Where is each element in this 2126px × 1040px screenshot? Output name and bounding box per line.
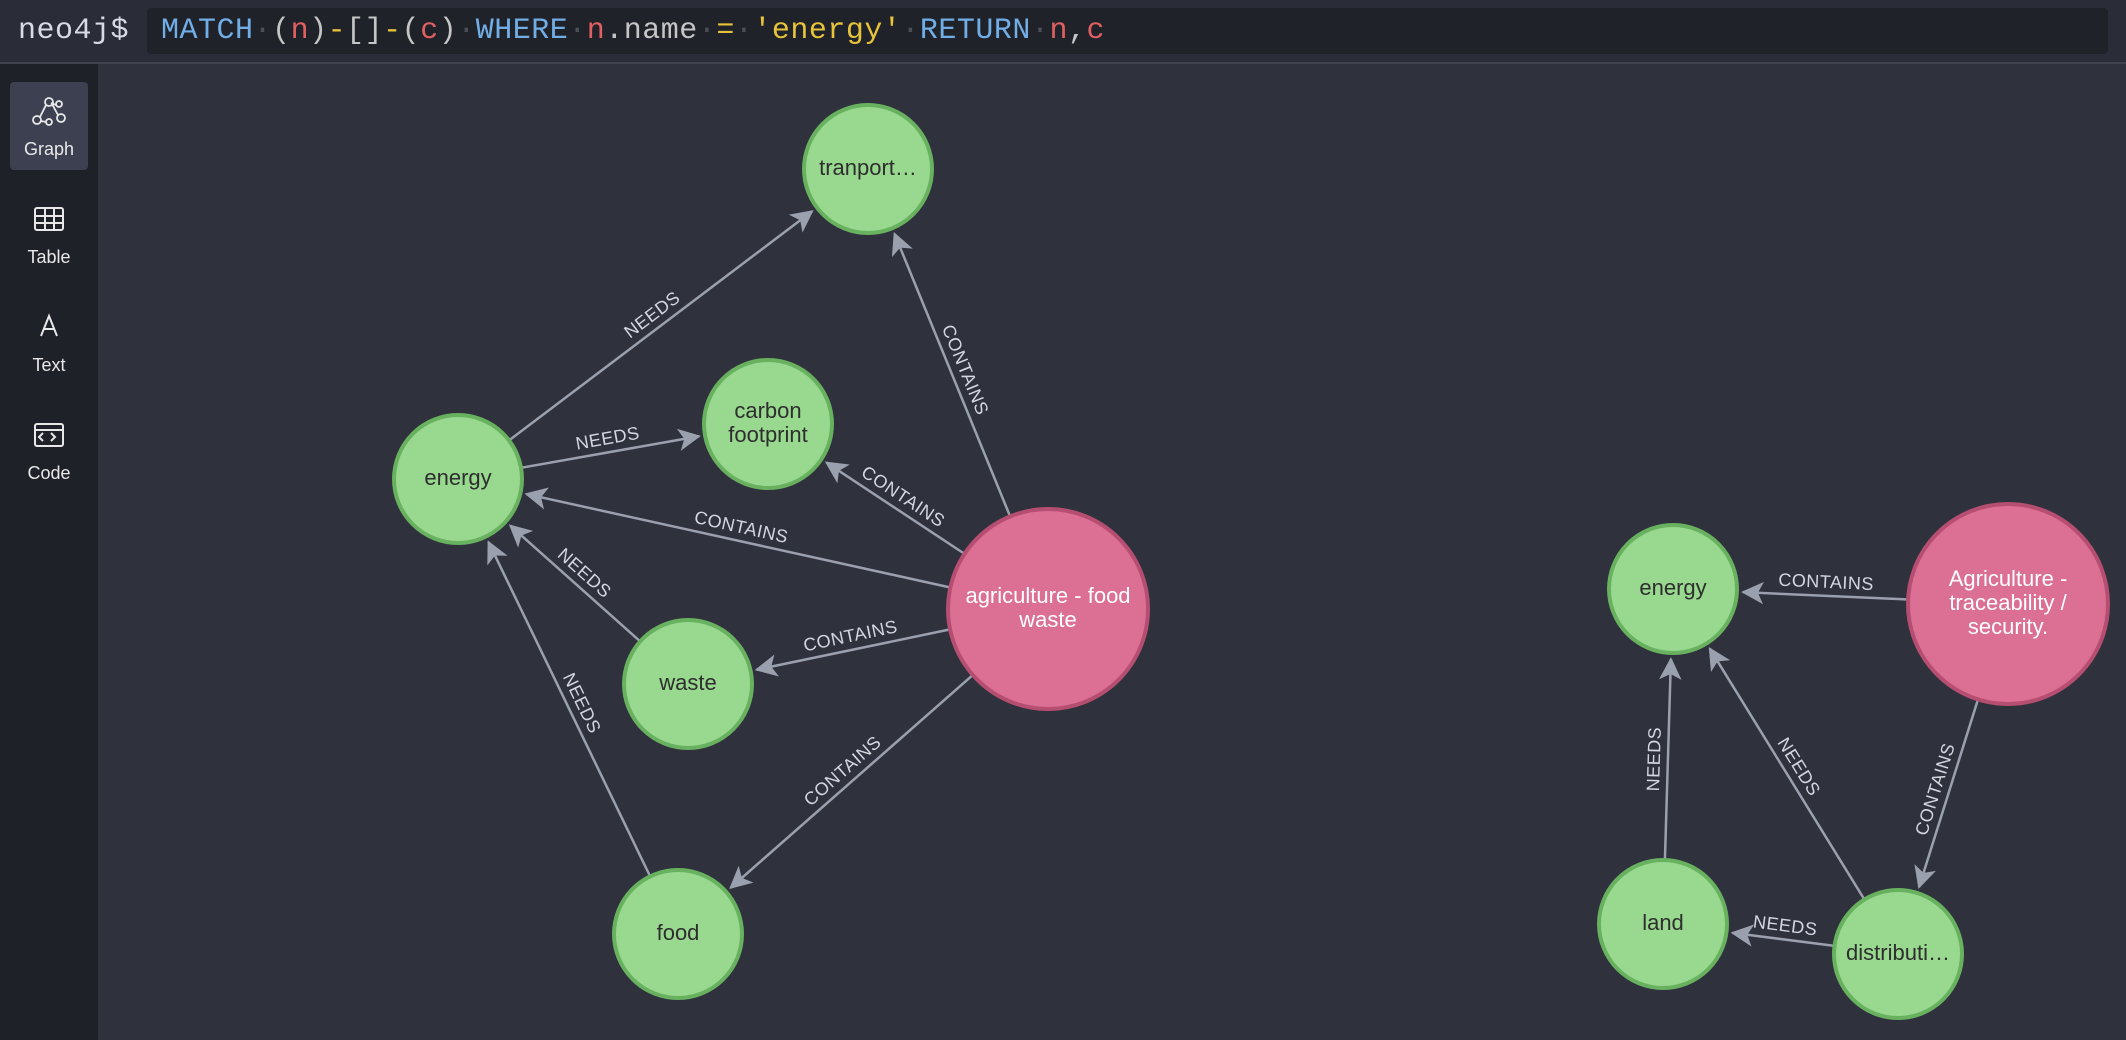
- node-label: distributi…: [1846, 940, 1950, 965]
- graph-node[interactable]: agriculture - foodwaste: [948, 509, 1148, 709]
- sidebar-item-code[interactable]: Code: [10, 406, 88, 494]
- main-area: GraphTableTextCode NEEDSNEEDSCONTAINSCON…: [0, 64, 2126, 1040]
- view-sidebar: Graph Table Text Code: [0, 64, 98, 1040]
- query-token: c: [420, 14, 439, 48]
- query-token: MATCH: [161, 14, 254, 48]
- query-token: =: [716, 14, 735, 48]
- node-label: agriculture - food: [965, 583, 1130, 608]
- edge: CONTAINS: [1743, 570, 1908, 600]
- query-token: 'energy': [753, 14, 901, 48]
- query-token: WHERE: [476, 14, 569, 48]
- graph-node[interactable]: energy: [394, 415, 522, 543]
- node-label: tranport…: [819, 155, 917, 180]
- node-label: traceability /: [1949, 590, 2067, 615]
- node-label: energy: [1639, 575, 1706, 600]
- query-token: .: [605, 14, 624, 48]
- edge-label: NEEDS: [1643, 727, 1665, 792]
- query-token: n: [1049, 14, 1068, 48]
- graph-icon: [29, 94, 69, 133]
- query-token: ·: [1031, 14, 1050, 48]
- cypher-query-input[interactable]: MATCH·(n)-[]-(c)·WHERE·n.name·=·'energy'…: [147, 8, 2108, 54]
- sidebar-item-label: Text: [32, 355, 65, 376]
- node-label: footprint: [728, 422, 808, 447]
- sidebar-item-text[interactable]: Text: [10, 298, 88, 386]
- query-token: ·: [568, 14, 587, 48]
- node-label: energy: [424, 465, 491, 490]
- edge: NEEDS: [510, 526, 640, 642]
- prompt-label: neo4j$: [18, 14, 129, 48]
- table-icon: [29, 202, 69, 241]
- query-token: ,: [1068, 14, 1087, 48]
- query-bar: neo4j$ MATCH·(n)-[]-(c)·WHERE·n.name·=·'…: [0, 0, 2126, 64]
- query-token: ·: [457, 14, 476, 48]
- edge: CONTAINS: [1911, 699, 1978, 887]
- edge-label: CONTAINS: [1778, 570, 1874, 594]
- edge-label: CONTAINS: [1911, 740, 1959, 837]
- query-token: -: [328, 14, 347, 48]
- query-token: ): [309, 14, 328, 48]
- sidebar-item-table[interactable]: Table: [10, 190, 88, 278]
- edge-label: CONTAINS: [858, 462, 949, 531]
- graph-node[interactable]: distributi…: [1834, 890, 1962, 1018]
- edge: CONTAINS: [895, 234, 1011, 517]
- edge: NEEDS: [488, 542, 650, 876]
- query-token: ·: [901, 14, 920, 48]
- graph-node[interactable]: waste: [624, 620, 752, 748]
- query-token: n: [587, 14, 606, 48]
- query-token: ]: [365, 14, 384, 48]
- graph-node[interactable]: carbonfootprint: [704, 360, 832, 488]
- node-label: carbon: [734, 398, 801, 423]
- node-label: security.: [1968, 614, 2048, 639]
- graph-node[interactable]: land: [1599, 860, 1727, 988]
- edge-label: NEEDS: [1752, 911, 1819, 939]
- edge: NEEDS: [1710, 649, 1865, 900]
- query-token: ): [439, 14, 458, 48]
- graph-canvas[interactable]: NEEDSNEEDSCONTAINSCONTAINSCONTAINSCONTAI…: [98, 64, 2126, 1040]
- text-icon: [29, 310, 69, 349]
- query-token: ·: [735, 14, 754, 48]
- edge-label: CONTAINS: [938, 322, 993, 418]
- graph-node[interactable]: tranport…: [804, 105, 932, 233]
- edge: CONTAINS: [826, 462, 964, 554]
- edge: NEEDS: [1643, 659, 1671, 860]
- node-label: Agriculture -: [1949, 566, 2068, 591]
- query-token: ·: [698, 14, 717, 48]
- code-icon: [29, 418, 69, 457]
- edge: NEEDS: [1732, 911, 1834, 945]
- node-label: waste: [1018, 607, 1076, 632]
- query-token: (: [402, 14, 421, 48]
- edge-label: CONTAINS: [800, 732, 885, 810]
- query-token: c: [1086, 14, 1105, 48]
- query-token: n: [291, 14, 310, 48]
- edge: CONTAINS: [757, 616, 951, 669]
- query-token: [: [346, 14, 365, 48]
- query-token: name: [624, 14, 698, 48]
- node-label: food: [657, 920, 700, 945]
- graph-node[interactable]: Agriculture -traceability /security.: [1908, 504, 2108, 704]
- node-label: waste: [658, 670, 716, 695]
- sidebar-item-label: Code: [27, 463, 70, 484]
- edge: NEEDS: [521, 423, 699, 468]
- edge: CONTAINS: [731, 675, 973, 888]
- sidebar-item-graph[interactable]: Graph: [10, 82, 88, 170]
- query-token: -: [383, 14, 402, 48]
- graph-node[interactable]: food: [614, 870, 742, 998]
- sidebar-item-label: Graph: [24, 139, 74, 160]
- node-label: land: [1642, 910, 1684, 935]
- graph-node[interactable]: energy: [1609, 525, 1737, 653]
- sidebar-item-label: Table: [27, 247, 70, 268]
- query-token: (: [272, 14, 291, 48]
- query-token: RETURN: [920, 14, 1031, 48]
- query-token: ·: [254, 14, 273, 48]
